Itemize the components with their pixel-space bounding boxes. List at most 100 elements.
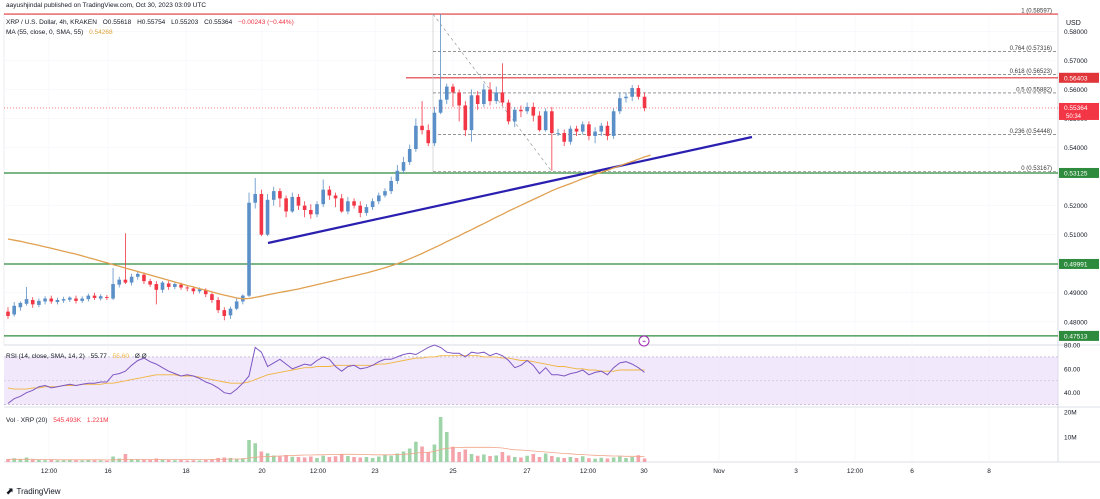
candle-body bbox=[642, 96, 647, 109]
candle-body bbox=[482, 89, 486, 105]
level-price-tag bbox=[1059, 330, 1099, 341]
volume-bar bbox=[438, 417, 443, 462]
tradingview-brand: ⬈ TradingView bbox=[6, 486, 61, 497]
price-tick-label: 0.58000 bbox=[1064, 29, 1088, 36]
rsi-pane bbox=[4, 344, 1058, 405]
candle-body bbox=[333, 195, 338, 199]
candle-body bbox=[395, 170, 400, 181]
volume-bar bbox=[444, 432, 449, 462]
volume-bar bbox=[49, 460, 54, 462]
rsi-tick-label: 60.00 bbox=[1064, 366, 1081, 373]
candle-body bbox=[377, 195, 381, 202]
level-price-tag bbox=[1059, 72, 1099, 83]
rsi-legend-value2: 55.60 bbox=[112, 353, 129, 360]
ohlc-low: L0.55203 bbox=[171, 19, 199, 26]
candle-body bbox=[488, 89, 492, 102]
candle-body bbox=[191, 288, 196, 292]
current-price-label: 0.55364 bbox=[1064, 105, 1088, 112]
volume-bar bbox=[395, 453, 400, 462]
volume-bar bbox=[111, 456, 115, 462]
time-tick-label: 12:00 bbox=[310, 468, 327, 475]
volume-bar bbox=[451, 446, 455, 462]
volume-bar bbox=[55, 460, 60, 462]
ohlc-open: O0.55618 bbox=[102, 19, 132, 26]
time-tick-label: 8 bbox=[987, 468, 991, 475]
volume-bar bbox=[18, 459, 23, 462]
candle-body bbox=[284, 198, 288, 212]
time-tick-label: 12:00 bbox=[41, 468, 58, 475]
candle-body bbox=[18, 302, 23, 308]
candle-body bbox=[203, 289, 208, 295]
volume-bar bbox=[494, 455, 499, 462]
candle-body bbox=[6, 311, 10, 316]
volume-bar bbox=[68, 460, 72, 462]
volume-bar bbox=[568, 457, 573, 462]
candle-body bbox=[321, 189, 325, 205]
currency-label: USD bbox=[1066, 20, 1081, 27]
candle-body bbox=[247, 202, 251, 296]
candle-body bbox=[358, 205, 363, 213]
time-tick-label: 25 bbox=[449, 468, 457, 475]
volume-bar bbox=[426, 452, 431, 462]
time-tick-label: 12:00 bbox=[580, 468, 597, 475]
candlestick-series bbox=[6, 14, 647, 321]
candle-body bbox=[432, 112, 437, 144]
candle-body bbox=[426, 130, 431, 144]
volume-bar bbox=[142, 459, 146, 462]
volume-bar bbox=[420, 446, 424, 462]
candle-body bbox=[49, 298, 54, 302]
candle-body bbox=[587, 124, 591, 136]
volume-bar bbox=[618, 456, 622, 462]
volume-ma-line bbox=[8, 446, 645, 461]
volume-bar bbox=[284, 455, 288, 462]
volume-bar bbox=[296, 457, 301, 462]
candle-body bbox=[111, 284, 115, 299]
time-tick-label: 16 bbox=[104, 468, 112, 475]
volume-bar bbox=[98, 460, 103, 462]
volume-bar bbox=[203, 460, 208, 462]
candle-body bbox=[68, 297, 72, 300]
volume-bar bbox=[414, 441, 418, 462]
volume-bar bbox=[117, 458, 122, 462]
volume-bar bbox=[531, 454, 536, 462]
volume-bar bbox=[550, 456, 554, 462]
volume-bar bbox=[241, 458, 245, 462]
candle-body bbox=[148, 281, 152, 285]
bullish-trend-line bbox=[267, 135, 753, 245]
volume-bar bbox=[43, 460, 47, 462]
price-tick-label: 0.56000 bbox=[1064, 87, 1088, 94]
volume-bar bbox=[222, 457, 227, 462]
candle-body bbox=[80, 298, 84, 301]
volume-bar bbox=[92, 460, 97, 462]
time-tick-label: 27 bbox=[523, 468, 531, 475]
fib-trend-line bbox=[432, 13, 553, 172]
candle-body bbox=[135, 273, 140, 277]
candle-body bbox=[309, 209, 313, 215]
candle-body bbox=[228, 308, 233, 316]
candle-body bbox=[352, 201, 356, 206]
level-price-tag bbox=[1059, 258, 1099, 269]
volume-bar bbox=[135, 459, 140, 462]
price-tick-label: 0.49000 bbox=[1064, 290, 1088, 297]
volume-bar bbox=[506, 455, 511, 462]
brand-name: TradingView bbox=[16, 487, 61, 496]
volume-bar bbox=[562, 458, 566, 462]
volume-bar bbox=[593, 458, 597, 462]
moving-average-series bbox=[7, 154, 651, 300]
candle-body bbox=[494, 92, 499, 102]
candle-body bbox=[475, 95, 480, 105]
candle-body bbox=[500, 92, 505, 103]
candle-body bbox=[339, 198, 344, 212]
candle-body bbox=[624, 96, 628, 99]
candle-body bbox=[185, 287, 190, 289]
volume-bar bbox=[383, 455, 387, 462]
candle-body bbox=[92, 295, 97, 298]
candle-body bbox=[259, 194, 264, 235]
candle-body bbox=[599, 125, 604, 132]
candle-body bbox=[278, 191, 282, 199]
symbol-title: XRP / U.S. Dollar, 4h, KRAKEN bbox=[6, 19, 97, 26]
volume-bar bbox=[352, 457, 356, 462]
volume-bar bbox=[309, 456, 313, 462]
candle-body bbox=[105, 297, 109, 298]
candle-body bbox=[302, 205, 307, 210]
